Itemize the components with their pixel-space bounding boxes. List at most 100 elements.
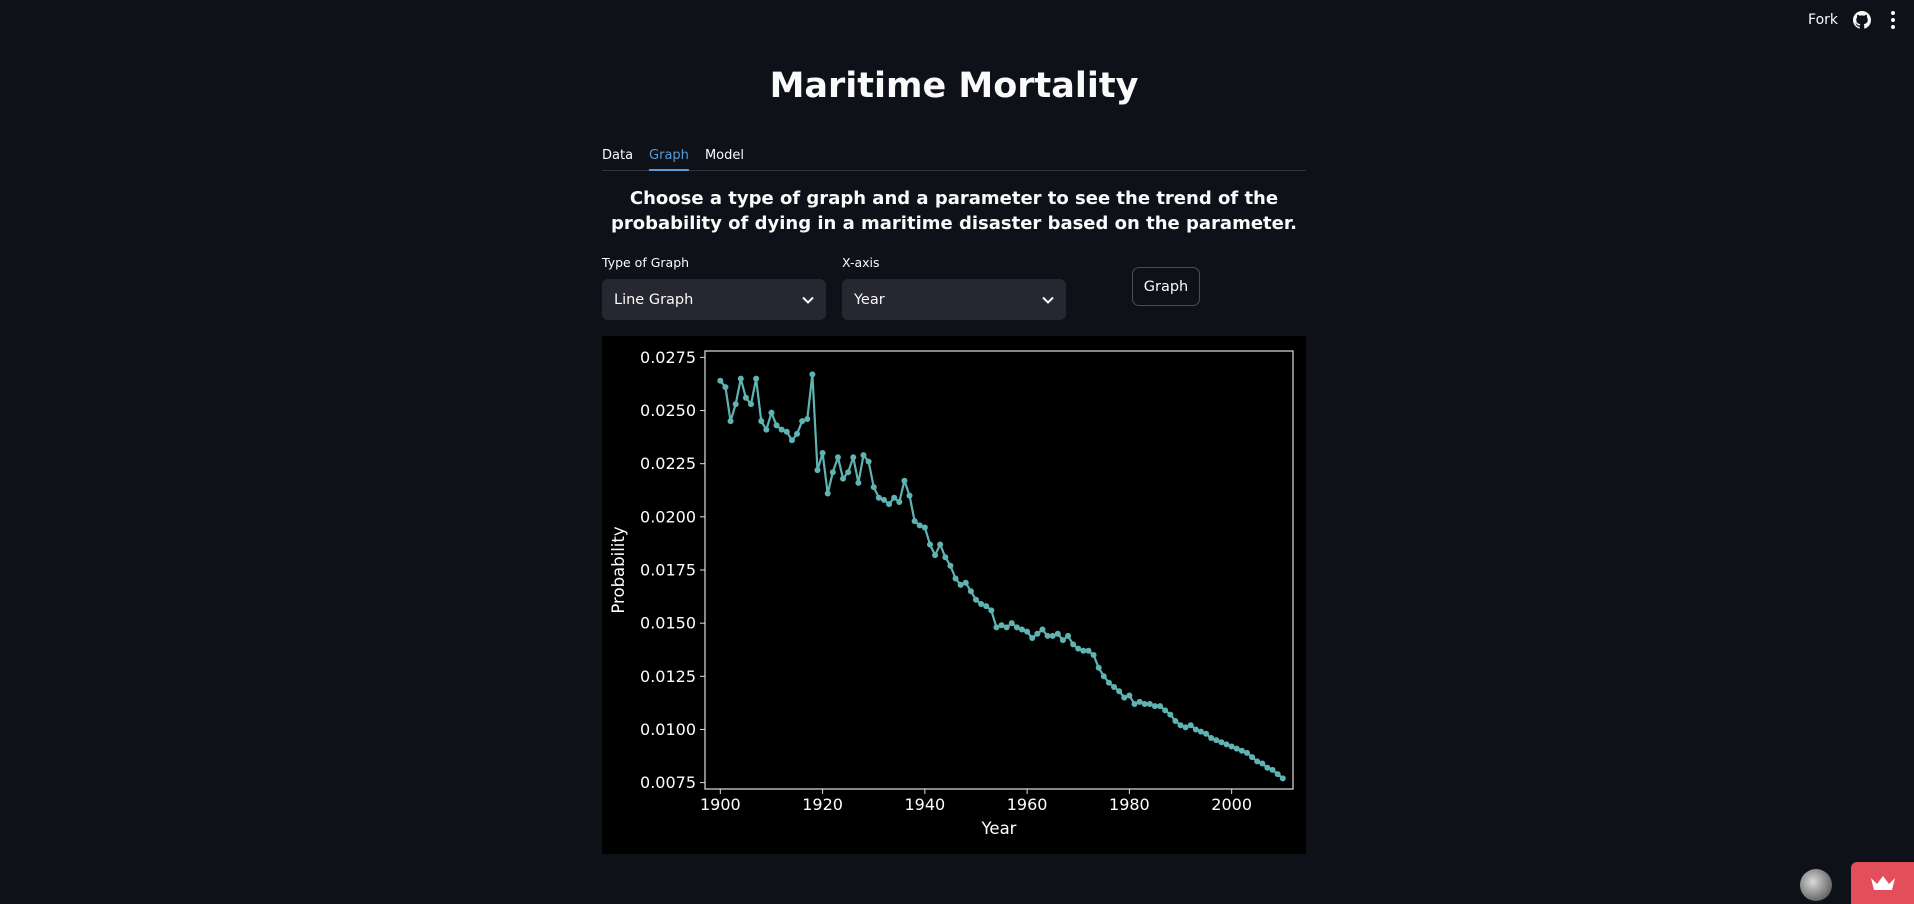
data-point [727,418,734,425]
page-title: Maritime Mortality [769,66,1139,106]
data-point [1146,700,1153,707]
chevron-down-icon [1042,296,1054,304]
tab-model[interactable]: Model [704,147,744,163]
y-tick-label: 0.0125 [640,667,696,686]
data-point [901,477,908,484]
data-point [1126,692,1133,699]
data-point [783,428,790,435]
data-point [1279,775,1286,782]
tab-graph[interactable]: Graph [649,140,689,171]
data-point [952,575,959,582]
data-point [937,541,944,548]
data-point [1269,766,1276,773]
graph-type-select[interactable]: Line Graph [602,279,826,320]
data-point [896,498,903,505]
data-point [942,554,949,561]
avatar[interactable] [1800,869,1832,901]
y-tick-label: 0.0250 [640,401,696,420]
data-point [926,541,933,548]
data-point [1243,749,1250,756]
data-point [1157,703,1164,710]
data-point [804,416,811,423]
data-point [993,624,1000,631]
data-point [1024,628,1031,635]
fork-button[interactable]: Fork [1808,12,1838,28]
streamlit-badge[interactable] [1851,862,1914,904]
chevron-down-icon [802,296,814,304]
chart-container: 1900 1920 1940 1960 1980 2000 0.0075 0.0100 0.01… [602,336,1306,854]
data-point [1254,758,1261,765]
data-point [967,588,974,595]
data-point [824,490,831,497]
data-point [814,467,821,474]
y-tick-label: 0.0275 [640,348,696,367]
data-point [875,494,882,501]
data-point [1182,724,1189,731]
x-axis-label: X-axis [842,255,880,270]
data-point [1105,679,1112,686]
data-point [737,375,744,382]
data-point [1049,632,1056,639]
x-tick-label: 2000 [1211,795,1252,814]
data-point [845,469,852,476]
data-point [1238,747,1245,754]
data-point [1065,632,1072,639]
data-point [794,430,801,437]
data-point [1213,737,1220,744]
graph-button[interactable]: Graph [1132,267,1200,306]
tab-data[interactable]: Data [602,147,634,163]
y-tick-label: 0.0225 [640,454,696,473]
data-point [860,452,867,459]
data-point [1019,626,1026,633]
x-tick-label: 1940 [905,795,946,814]
data-point [788,437,795,444]
data-point [1100,673,1107,680]
data-point [1218,739,1225,746]
data-point [947,562,954,569]
data-point [998,622,1005,629]
data-point [1085,647,1092,654]
data-point [1223,741,1230,748]
data-point [1172,717,1179,724]
data-point [829,469,836,476]
data-point [1090,652,1097,659]
data-point [1111,683,1118,690]
data-point [1121,694,1128,701]
github-icon[interactable] [1852,10,1872,30]
data-point [763,426,770,433]
data-point [972,596,979,603]
data-point [773,422,780,429]
x-tick-label: 1900 [700,795,741,814]
y-axis-title: Probability [609,526,628,613]
x-axis-title: Year [981,819,1017,838]
y-tick-label: 0.0075 [640,773,696,792]
data-point [1003,624,1010,631]
data-point [891,494,898,501]
top-toolbar: Fork [1808,0,1914,40]
data-point [1228,743,1235,750]
data-point [1039,626,1046,633]
data-point [1249,754,1256,761]
data-point [809,371,816,378]
data-point [834,454,841,461]
data-point [978,601,985,608]
data-point [911,518,918,525]
data-point [1264,764,1271,771]
data-point [988,607,995,614]
data-point [1187,722,1194,729]
data-point [1070,641,1077,648]
data-point [1059,637,1066,644]
data-point [1208,734,1215,741]
data-point [1177,722,1184,729]
instructions-text: Choose a type of graph and a parameter t… [610,188,1297,234]
data-point [768,409,775,416]
data-point [1233,745,1240,752]
data-point [748,401,755,408]
menu-icon[interactable] [1886,10,1900,30]
data-point [1080,647,1087,654]
data-point [1151,703,1158,710]
x-axis-select[interactable]: Year [842,279,1066,320]
tab-bar: Data Graph Model [602,140,1306,171]
data-point [1095,664,1102,671]
data-point [1008,620,1015,627]
